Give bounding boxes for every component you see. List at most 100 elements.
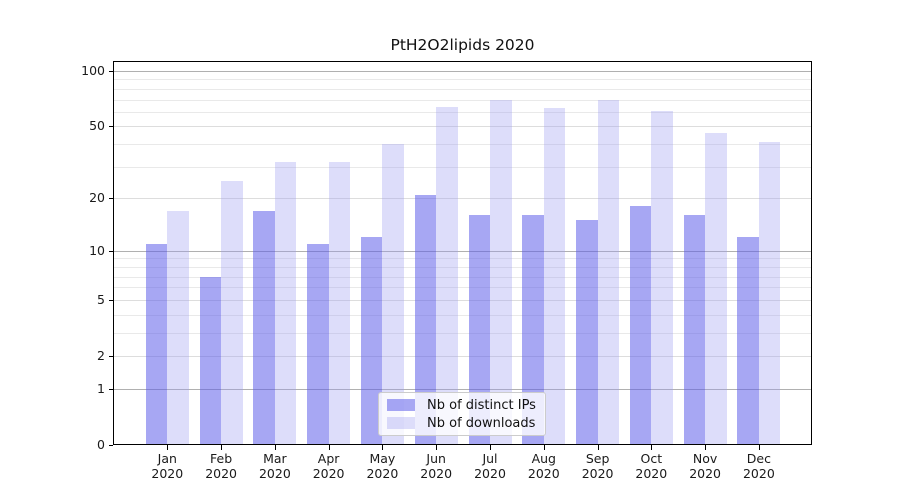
bar-nb-of-distinct-ips-jun bbox=[414, 194, 437, 445]
y-tick bbox=[109, 126, 113, 128]
x-tick-year: 2020 bbox=[366, 466, 399, 481]
gridline-minor bbox=[114, 314, 811, 316]
legend-swatch-distinct-ips bbox=[387, 399, 415, 411]
y-tick-label: 1 bbox=[97, 380, 105, 396]
y-tick bbox=[109, 198, 113, 200]
x-tick-month: Jul bbox=[482, 451, 498, 466]
x-tick bbox=[328, 445, 330, 450]
bar-nb-of-downloads-nov bbox=[705, 133, 727, 445]
x-tick bbox=[758, 445, 760, 450]
y-tick-label: 20 bbox=[89, 190, 105, 206]
x-tick bbox=[274, 445, 276, 450]
x-tick-month: Mar bbox=[263, 451, 287, 466]
gridline-labeled bbox=[114, 198, 811, 200]
bar-nb-of-downloads-jul bbox=[490, 99, 512, 445]
bar-nb-of-distinct-ips-mar bbox=[253, 210, 275, 445]
x-tick bbox=[436, 445, 438, 450]
x-tick-label: Jan 2020 bbox=[140, 451, 194, 481]
bar-nb-of-distinct-ips-jan bbox=[145, 243, 168, 445]
x-tick-month: May bbox=[369, 451, 396, 466]
x-tick-year: 2020 bbox=[742, 466, 775, 481]
bar-nb-of-downloads-feb bbox=[221, 181, 243, 445]
x-tick-year: 2020 bbox=[635, 466, 668, 481]
legend-swatch-downloads bbox=[387, 417, 415, 429]
y-tick-label: 10 bbox=[89, 242, 105, 258]
legend-label-downloads: Nb of downloads bbox=[427, 415, 536, 431]
gridline-minor bbox=[114, 166, 811, 168]
bar-nb-of-distinct-ips-aug bbox=[522, 215, 544, 445]
x-tick-month: Aug bbox=[531, 451, 556, 466]
bar-nb-of-downloads-oct bbox=[651, 110, 673, 445]
bar-nb-of-distinct-ips-sep bbox=[576, 220, 598, 445]
x-tick-year: 2020 bbox=[151, 466, 184, 481]
gridline-minor bbox=[114, 88, 811, 90]
x-tick-year: 2020 bbox=[420, 466, 453, 481]
y-tick-label: 5 bbox=[97, 291, 105, 307]
x-tick bbox=[167, 445, 169, 450]
y-tick bbox=[109, 445, 113, 446]
legend-item-downloads: Nb of downloads bbox=[387, 416, 537, 431]
x-tick bbox=[597, 445, 599, 450]
x-tick-month: Dec bbox=[746, 451, 771, 466]
chart-title: PtH2O2lipids 2020 bbox=[390, 36, 535, 54]
x-tick bbox=[382, 445, 384, 450]
bar-nb-of-downloads-may bbox=[382, 144, 404, 445]
bar-nb-of-downloads-mar bbox=[274, 161, 297, 445]
bar-nb-of-downloads-aug bbox=[543, 108, 566, 445]
x-tick-label: Nov 2020 bbox=[678, 451, 732, 481]
x-tick-year: 2020 bbox=[527, 466, 560, 481]
x-tick bbox=[651, 445, 653, 450]
x-tick-label: Dec 2020 bbox=[732, 451, 786, 481]
x-tick-month: Jun bbox=[426, 451, 446, 466]
x-tick-month: Feb bbox=[210, 451, 233, 466]
legend: Nb of distinct IPs Nb of downloads bbox=[378, 392, 546, 436]
gridline-minor bbox=[114, 144, 811, 146]
gridline-minor bbox=[114, 332, 811, 334]
y-tick bbox=[109, 71, 113, 72]
x-tick-label: Mar 2020 bbox=[248, 451, 302, 481]
gridline-labeled bbox=[114, 126, 811, 128]
x-tick-label: Jul 2020 bbox=[463, 451, 517, 481]
x-tick bbox=[221, 445, 223, 450]
x-tick-month: Oct bbox=[640, 451, 663, 466]
gridline-minor bbox=[114, 266, 811, 268]
bar-nb-of-downloads-dec bbox=[758, 142, 781, 445]
x-tick-label: Sep 2020 bbox=[571, 451, 625, 481]
bar-nb-of-distinct-ips-apr bbox=[307, 243, 329, 445]
gridline-labeled bbox=[114, 356, 811, 357]
y-tick bbox=[109, 299, 113, 301]
bar-nb-of-distinct-ips-feb bbox=[199, 276, 222, 445]
bar-nb-of-downloads-jan bbox=[167, 210, 189, 445]
x-tick bbox=[543, 445, 545, 450]
y-tick bbox=[109, 356, 113, 357]
x-tick bbox=[705, 445, 707, 450]
gridline-major bbox=[114, 250, 811, 252]
y-tick bbox=[109, 250, 113, 252]
x-tick-label: Apr 2020 bbox=[302, 451, 356, 481]
x-tick-label: Jun 2020 bbox=[409, 451, 463, 481]
x-tick-label: Aug 2020 bbox=[517, 451, 571, 481]
y-tick-label: 2 bbox=[97, 348, 105, 363]
gridline-minor bbox=[114, 111, 811, 113]
gridline-minor bbox=[114, 79, 811, 81]
x-tick-month: Nov bbox=[692, 451, 718, 466]
bar-nb-of-distinct-ips-nov bbox=[683, 215, 706, 445]
x-tick-month: Jan bbox=[157, 451, 177, 466]
y-tick-label: 100 bbox=[81, 63, 105, 78]
bar-nb-of-distinct-ips-jul bbox=[468, 215, 490, 445]
gridline-minor bbox=[114, 258, 811, 260]
bar-nb-of-distinct-ips-oct bbox=[629, 206, 652, 445]
legend-label-distinct-ips: Nb of distinct IPs bbox=[427, 397, 536, 413]
gridline-minor bbox=[114, 287, 811, 289]
x-tick-year: 2020 bbox=[205, 466, 237, 481]
x-tick-year: 2020 bbox=[474, 466, 506, 481]
gridline-major bbox=[114, 388, 811, 390]
bar-nb-of-downloads-jun bbox=[436, 106, 458, 445]
x-tick-year: 2020 bbox=[258, 466, 291, 481]
x-tick-label: Oct 2020 bbox=[624, 451, 678, 481]
x-tick-year: 2020 bbox=[312, 466, 345, 481]
x-tick-label: Feb 2020 bbox=[194, 451, 248, 481]
gridline-minor bbox=[114, 99, 811, 101]
gridline-minor bbox=[114, 276, 811, 278]
